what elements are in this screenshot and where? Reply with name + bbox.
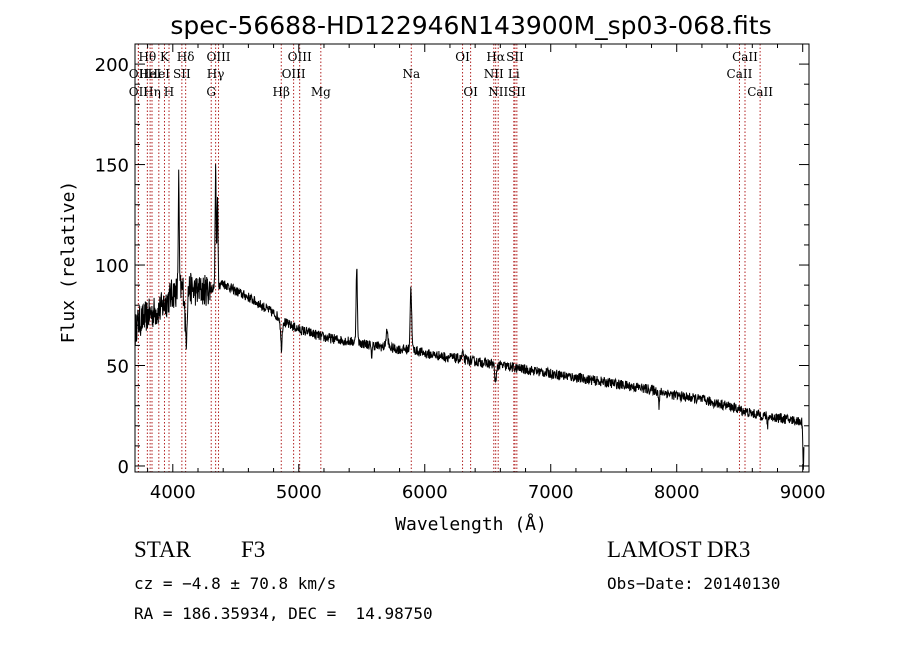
line-label: OIII [206,50,230,64]
line-label: SII [173,67,191,81]
line-label: SII [508,85,526,99]
line-label: CaII [727,67,753,81]
x-tick-label: 8000 [654,482,700,503]
y-axis: 0 50 100 150 200 [95,55,809,478]
sky-coordinates: RA = 186.35934, DEC = 14.98750 [134,604,433,623]
x-axis: 4000 5000 6000 7000 8000 9000 [147,44,826,503]
line-label: Li [508,67,520,81]
x-tick-label: 5000 [276,482,322,503]
line-label: HeI [148,67,171,81]
redshift-velocity: cz = −4.8 ± 70.8 km/s [134,574,337,593]
line-label: H [164,85,174,99]
line-label: SII [506,50,524,64]
line-label: CaII [747,85,773,99]
object-subclass: F3 [241,537,266,562]
survey-name: LAMOST DR3 [607,537,751,562]
y-tick-label: 0 [118,457,129,478]
line-label: Hη [143,85,161,99]
chart-title: spec-56688-HD122946N143900M_sp03-068.fit… [170,11,771,40]
line-label: OII [129,85,149,99]
line-label: Hγ [207,67,225,81]
line-label: Hα [486,50,505,64]
observation-date: Obs−Date: 20140130 [607,574,781,593]
line-label: NII [484,67,504,81]
y-axis-label: Flux (relative) [58,181,79,344]
line-label: Na [402,67,420,81]
y-tick-label: 150 [95,156,129,177]
y-tick-label: 100 [95,256,129,277]
line-label: Hδ [177,50,195,64]
line-label: G [206,85,216,99]
line-label: Hβ [273,85,290,99]
x-tick-label: 7000 [528,482,574,503]
y-tick-label: 50 [106,357,129,378]
y-tick-label: 200 [95,55,129,76]
x-tick-label: 4000 [150,482,196,503]
line-markers [137,44,761,472]
line-label: OI [463,85,478,99]
x-tick-label: 6000 [402,482,448,503]
plot-frame [134,43,810,473]
line-label: Mg [311,85,331,99]
line-label: OII [129,67,149,81]
line-label: CaII [732,50,758,64]
line-label: OIII [282,67,306,81]
line-label: Hθ [138,50,156,64]
line-labels: OII OII Hθ HeI Hη HeI K H SII Hδ G Hγ OIII Hβ OIII OIII… [129,50,774,99]
line-label: OI [455,50,470,64]
line-label: OIII [288,50,312,64]
object-class: STAR [134,537,191,562]
line-label: NII [488,85,508,99]
line-label: HeI [139,67,162,81]
spectrum-line [134,164,805,470]
line-label: K [160,50,170,64]
x-axis-label: Wavelength (Å) [395,513,547,535]
x-tick-label: 9000 [780,482,826,503]
